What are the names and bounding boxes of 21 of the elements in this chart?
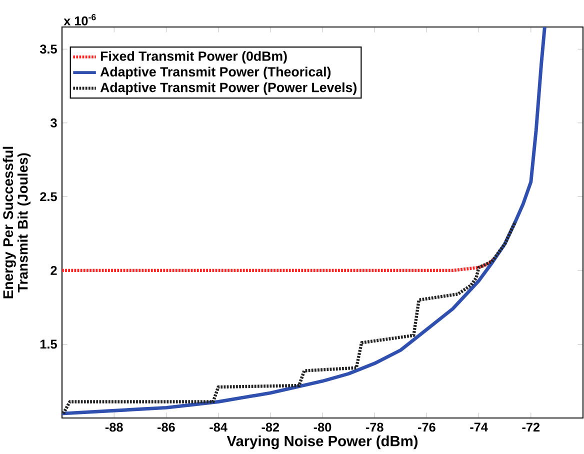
- y-tick-label: 2.5: [40, 192, 57, 202]
- x-tick-label: -76: [418, 422, 436, 432]
- x-tick-label: -86: [158, 422, 175, 432]
- x-tick-label: -74: [470, 422, 488, 432]
- x-axis-title: Varying Noise Power (dBm): [226, 436, 418, 450]
- text: x 10$^{-6}$: [64, 14, 96, 26]
- y-axis-title: Energy Per Successful Transmit Bit (Joules): [2, 146, 31, 298]
- legend-label: Adaptive Transmit Power (Power Levels): [100, 82, 356, 95]
- x-tick-label: -72: [522, 422, 540, 432]
- y-tick-label: 1.5: [40, 340, 57, 349]
- x-tick-label: -84: [210, 422, 228, 432]
- legend-label: Fixed Transmit Power (0dBm): [100, 51, 287, 64]
- x-tick-label: -88: [105, 422, 123, 432]
- y-tick-label: 2: [50, 266, 57, 275]
- y-tick-label: 3.5: [40, 44, 57, 54]
- legend-label: Adaptive Transmit Power (Theorical): [100, 66, 331, 80]
- y-tick-label: 3: [50, 118, 57, 128]
- x-tick-label: -78: [366, 422, 384, 432]
- x-tick-label: -80: [314, 422, 332, 432]
- x-tick-label: -82: [262, 422, 280, 432]
- line-series: [62, 220, 517, 416]
